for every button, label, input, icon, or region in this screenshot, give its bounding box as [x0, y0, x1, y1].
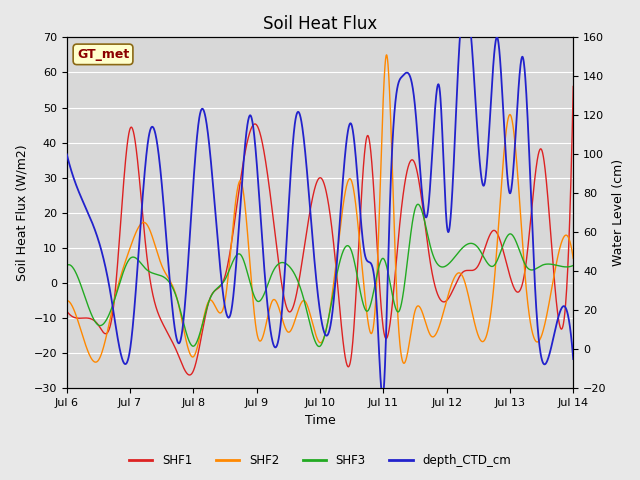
Title: Soil Heat Flux: Soil Heat Flux	[263, 15, 377, 33]
Text: GT_met: GT_met	[77, 48, 129, 61]
Y-axis label: Soil Heat Flux (W/m2): Soil Heat Flux (W/m2)	[15, 144, 28, 281]
Y-axis label: Water Level (cm): Water Level (cm)	[612, 159, 625, 266]
Legend: SHF1, SHF2, SHF3, depth_CTD_cm: SHF1, SHF2, SHF3, depth_CTD_cm	[124, 449, 516, 472]
X-axis label: Time: Time	[305, 414, 335, 427]
